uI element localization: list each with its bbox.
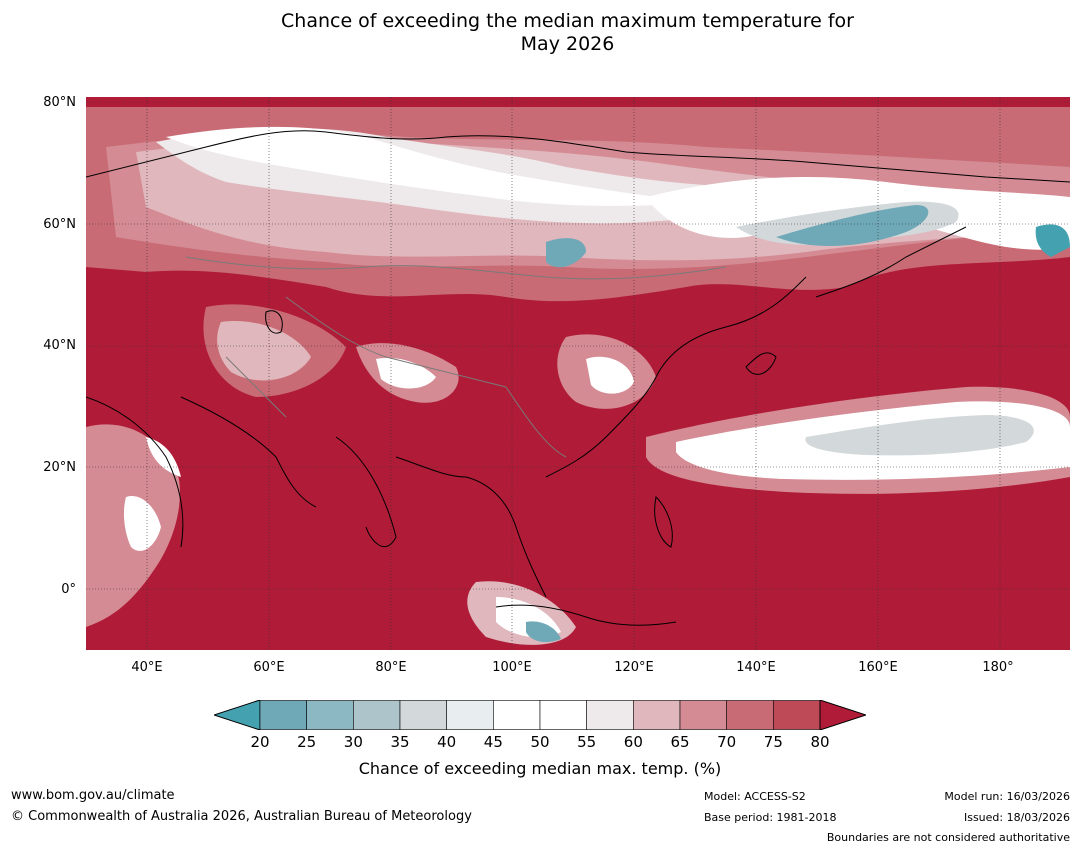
lat-label-60n: 60°N [43,217,76,232]
map-title-line-2: May 2026 [520,33,615,55]
colorbar-tick-label: 45 [483,733,503,751]
colorbar-segment [726,700,774,730]
colorbar-segment [633,700,681,730]
colorbar-tick-label: 35 [390,733,410,751]
website-link[interactable]: www.bom.gov.au/climate [11,788,175,803]
lat-label-40n: 40°N [43,338,76,353]
colorbar-over-arrow [819,699,868,731]
map-title: Chance of exceeding the median maximum t… [0,10,1081,56]
colorbar-segment [353,700,401,730]
colorbar-tick-label: 25 [297,733,317,751]
colorbar-segment [679,700,727,730]
colorbar-tick-label: 80 [810,733,830,751]
colorbar-tick-label: 30 [343,733,363,751]
issued-text: Issued: 18/03/2026 [963,811,1070,824]
lat-label-0: 0° [61,582,76,597]
lat-label-80n: 80°N [43,95,76,110]
colorbar [212,699,868,731]
probability-map [86,97,1070,650]
colorbar-tick-label: 70 [717,733,737,751]
colorbar-segment [773,700,821,730]
lat-label-20n: 20°N [43,460,76,475]
colorbar-tick-label: 20 [250,733,270,751]
colorbar-segment [259,700,307,730]
colorbar-segment [539,700,587,730]
model-text: Model: ACCESS-S2 [704,790,806,803]
colorbar-tick-label: 65 [670,733,690,751]
colorbar-segment [493,700,541,730]
map-title-line-1: Chance of exceeding the median maximum t… [281,10,854,32]
colorbar-tick-label: 75 [763,733,783,751]
lon-label-100e: 100°E [492,660,532,675]
colorbar-tick-label: 60 [623,733,643,751]
colorbar-label: Chance of exceeding median max. temp. (%… [358,759,722,778]
base-period-text: Base period: 1981-2018 [704,811,837,824]
copyright-text: © Commonwealth of Australia 2026, Austra… [11,809,472,824]
lon-label-40e: 40°E [131,660,163,675]
lon-label-60e: 60°E [253,660,285,675]
colorbar-tick-label: 50 [530,733,550,751]
disclaimer-text: Boundaries are not considered authoritat… [826,831,1070,844]
lon-label-140e: 140°E [736,660,776,675]
model-run-text: Model run: 16/03/2026 [944,790,1070,803]
colorbar-tick-label: 40 [437,733,457,751]
lon-label-180: 180° [982,660,1014,675]
colorbar-segment [586,700,634,730]
lon-label-160e: 160°E [858,660,898,675]
colorbar-segment [446,700,494,730]
colorbar-tick-label: 55 [577,733,597,751]
colorbar-under-arrow [212,699,261,731]
colorbar-segment [399,700,447,730]
lon-label-80e: 80°E [375,660,407,675]
lon-label-120e: 120°E [614,660,654,675]
colorbar-segment [306,700,354,730]
